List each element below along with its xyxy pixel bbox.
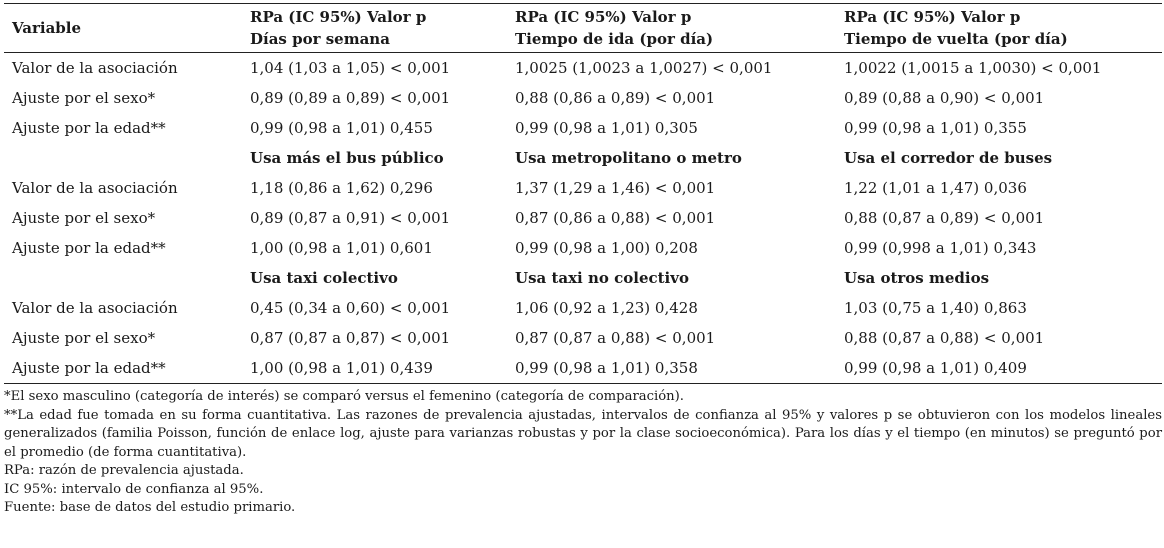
subheader-cell: Usa más el bus público <box>250 149 444 167</box>
header-column-outbound-time: RPa (IC 95%) Valor p Tiempo de ida (por … <box>507 4 836 53</box>
header-stat-label: RPa (IC 95%) Valor p <box>515 8 692 26</box>
table-cell: 0,87 (0,87 a 0,88) < 0,001 <box>515 329 716 347</box>
table-row: Ajuste por el sexo* 0,89 (0,89 a 0,89) <… <box>4 83 1162 113</box>
footnote-age: **La edad fue tomada en su forma cuantit… <box>4 407 1162 460</box>
subheader-cell: Usa taxi no colectivo <box>515 269 689 287</box>
table-cell: 0,45 (0,34 a 0,60) < 0,001 <box>250 299 451 317</box>
footnote-rpa: RPa: razón de prevalencia ajustada. <box>4 463 244 478</box>
table-header: Variable RPa (IC 95%) Valor p Días por s… <box>4 3 1162 53</box>
table-cell: 0,89 (0,87 a 0,91) < 0,001 <box>250 209 451 227</box>
header-column-label: Días por semana <box>250 30 390 48</box>
footnote-sex: *El sexo masculino (categoría de interés… <box>4 389 684 404</box>
header-variable: Variable <box>12 19 82 37</box>
table-row: Ajuste por el sexo* 0,87 (0,87 a 0,87) <… <box>4 323 1162 353</box>
header-column-days: RPa (IC 95%) Valor p Días por semana <box>242 4 507 53</box>
table-cell: 0,89 (0,89 a 0,89) < 0,001 <box>250 89 451 107</box>
row-label: Ajuste por el sexo* <box>12 89 156 107</box>
subheader-row: Usa más el bus público Usa metropolitano… <box>4 143 1162 173</box>
row-label: Ajuste por la edad** <box>12 239 166 257</box>
table-cell: 0,89 (0,88 a 0,90) < 0,001 <box>844 89 1045 107</box>
table-cell: 0,99 (0,998 a 1,01) 0,343 <box>844 239 1037 257</box>
subheader-cell: Usa metropolitano o metro <box>515 149 742 167</box>
table-cell: 1,03 (0,75 a 1,40) 0,863 <box>844 299 1027 317</box>
row-label: Ajuste por el sexo* <box>12 329 156 347</box>
table-row: Valor de la asociación 1,18 (0,86 a 1,62… <box>4 173 1162 203</box>
header-stat-label: RPa (IC 95%) Valor p <box>250 8 427 26</box>
table-cell: 1,37 (1,29 a 1,46) < 0,001 <box>515 179 716 197</box>
table-cell: 0,99 (0,98 a 1,01) 0,358 <box>515 359 698 377</box>
footnotes: *El sexo masculino (categoría de interés… <box>4 384 1162 518</box>
table-cell: 0,87 (0,87 a 0,87) < 0,001 <box>250 329 451 347</box>
row-label: Ajuste por la edad** <box>12 119 166 137</box>
row-label: Valor de la asociación <box>12 59 178 77</box>
document-page: Variable RPa (IC 95%) Valor p Días por s… <box>4 0 1162 518</box>
subheader-row: Usa taxi colectivo Usa taxi no colectivo… <box>4 263 1162 293</box>
table-cell: 0,99 (0,98 a 1,01) 0,455 <box>250 119 433 137</box>
table-cell: 0,87 (0,86 a 0,88) < 0,001 <box>515 209 716 227</box>
header-stat-label: RPa (IC 95%) Valor p <box>844 8 1021 26</box>
table-cell: 0,88 (0,87 a 0,89) < 0,001 <box>844 209 1045 227</box>
footnote-source: Fuente: base de datos del estudio primar… <box>4 500 296 515</box>
header-column-return-time: RPa (IC 95%) Valor p Tiempo de vuelta (p… <box>836 4 1162 53</box>
table-body: Valor de la asociación 1,04 (1,03 a 1,05… <box>4 53 1162 384</box>
table-row: Valor de la asociación 1,04 (1,03 a 1,05… <box>4 53 1162 84</box>
table-cell: 0,99 (0,98 a 1,01) 0,355 <box>844 119 1027 137</box>
table-cell: 1,0022 (1,0015 a 1,0030) < 0,001 <box>844 59 1102 77</box>
table-cell: 0,99 (0,98 a 1,01) 0,305 <box>515 119 698 137</box>
table-cell: 1,04 (1,03 a 1,05) < 0,001 <box>250 59 451 77</box>
row-label: Valor de la asociación <box>12 299 178 317</box>
table-cell: 1,06 (0,92 a 1,23) 0,428 <box>515 299 698 317</box>
results-table: Variable RPa (IC 95%) Valor p Días por s… <box>4 3 1162 384</box>
row-label: Valor de la asociación <box>12 179 178 197</box>
table-row: Ajuste por la edad** 0,99 (0,98 a 1,01) … <box>4 113 1162 143</box>
subheader-empty-cell <box>4 263 242 293</box>
table-cell: 0,99 (0,98 a 1,01) 0,409 <box>844 359 1027 377</box>
subheader-cell: Usa taxi colectivo <box>250 269 398 287</box>
subheader-cell: Usa el corredor de buses <box>844 149 1053 167</box>
table-cell: 1,0025 (1,0023 a 1,0027) < 0,001 <box>515 59 773 77</box>
footnote-ic: IC 95%: intervalo de confianza al 95%. <box>4 481 264 497</box>
header-column-label: Tiempo de ida (por día) <box>515 30 714 48</box>
subheader-empty-cell <box>4 143 242 173</box>
table-cell: 1,00 (0,98 a 1,01) 0,601 <box>250 239 433 257</box>
table-cell: 0,99 (0,98 a 1,00) 0,208 <box>515 239 698 257</box>
header-column-label: Tiempo de vuelta (por día) <box>844 30 1068 48</box>
table-cell: 0,88 (0,86 a 0,89) < 0,001 <box>515 89 716 107</box>
row-label: Ajuste por el sexo* <box>12 209 156 227</box>
table-row: Ajuste por el sexo* 0,89 (0,87 a 0,91) <… <box>4 203 1162 233</box>
table-row: Valor de la asociación 0,45 (0,34 a 0,60… <box>4 293 1162 323</box>
table-cell: 0,88 (0,87 a 0,88) < 0,001 <box>844 329 1045 347</box>
subheader-cell: Usa otros medios <box>844 269 990 287</box>
row-label: Ajuste por la edad** <box>12 359 166 377</box>
table-cell: 1,22 (1,01 a 1,47) 0,036 <box>844 179 1027 197</box>
table-cell: 1,18 (0,86 a 1,62) 0,296 <box>250 179 433 197</box>
table-row: Ajuste por la edad** 1,00 (0,98 a 1,01) … <box>4 353 1162 384</box>
table-cell: 1,00 (0,98 a 1,01) 0,439 <box>250 359 433 377</box>
table-row: Ajuste por la edad** 1,00 (0,98 a 1,01) … <box>4 233 1162 263</box>
